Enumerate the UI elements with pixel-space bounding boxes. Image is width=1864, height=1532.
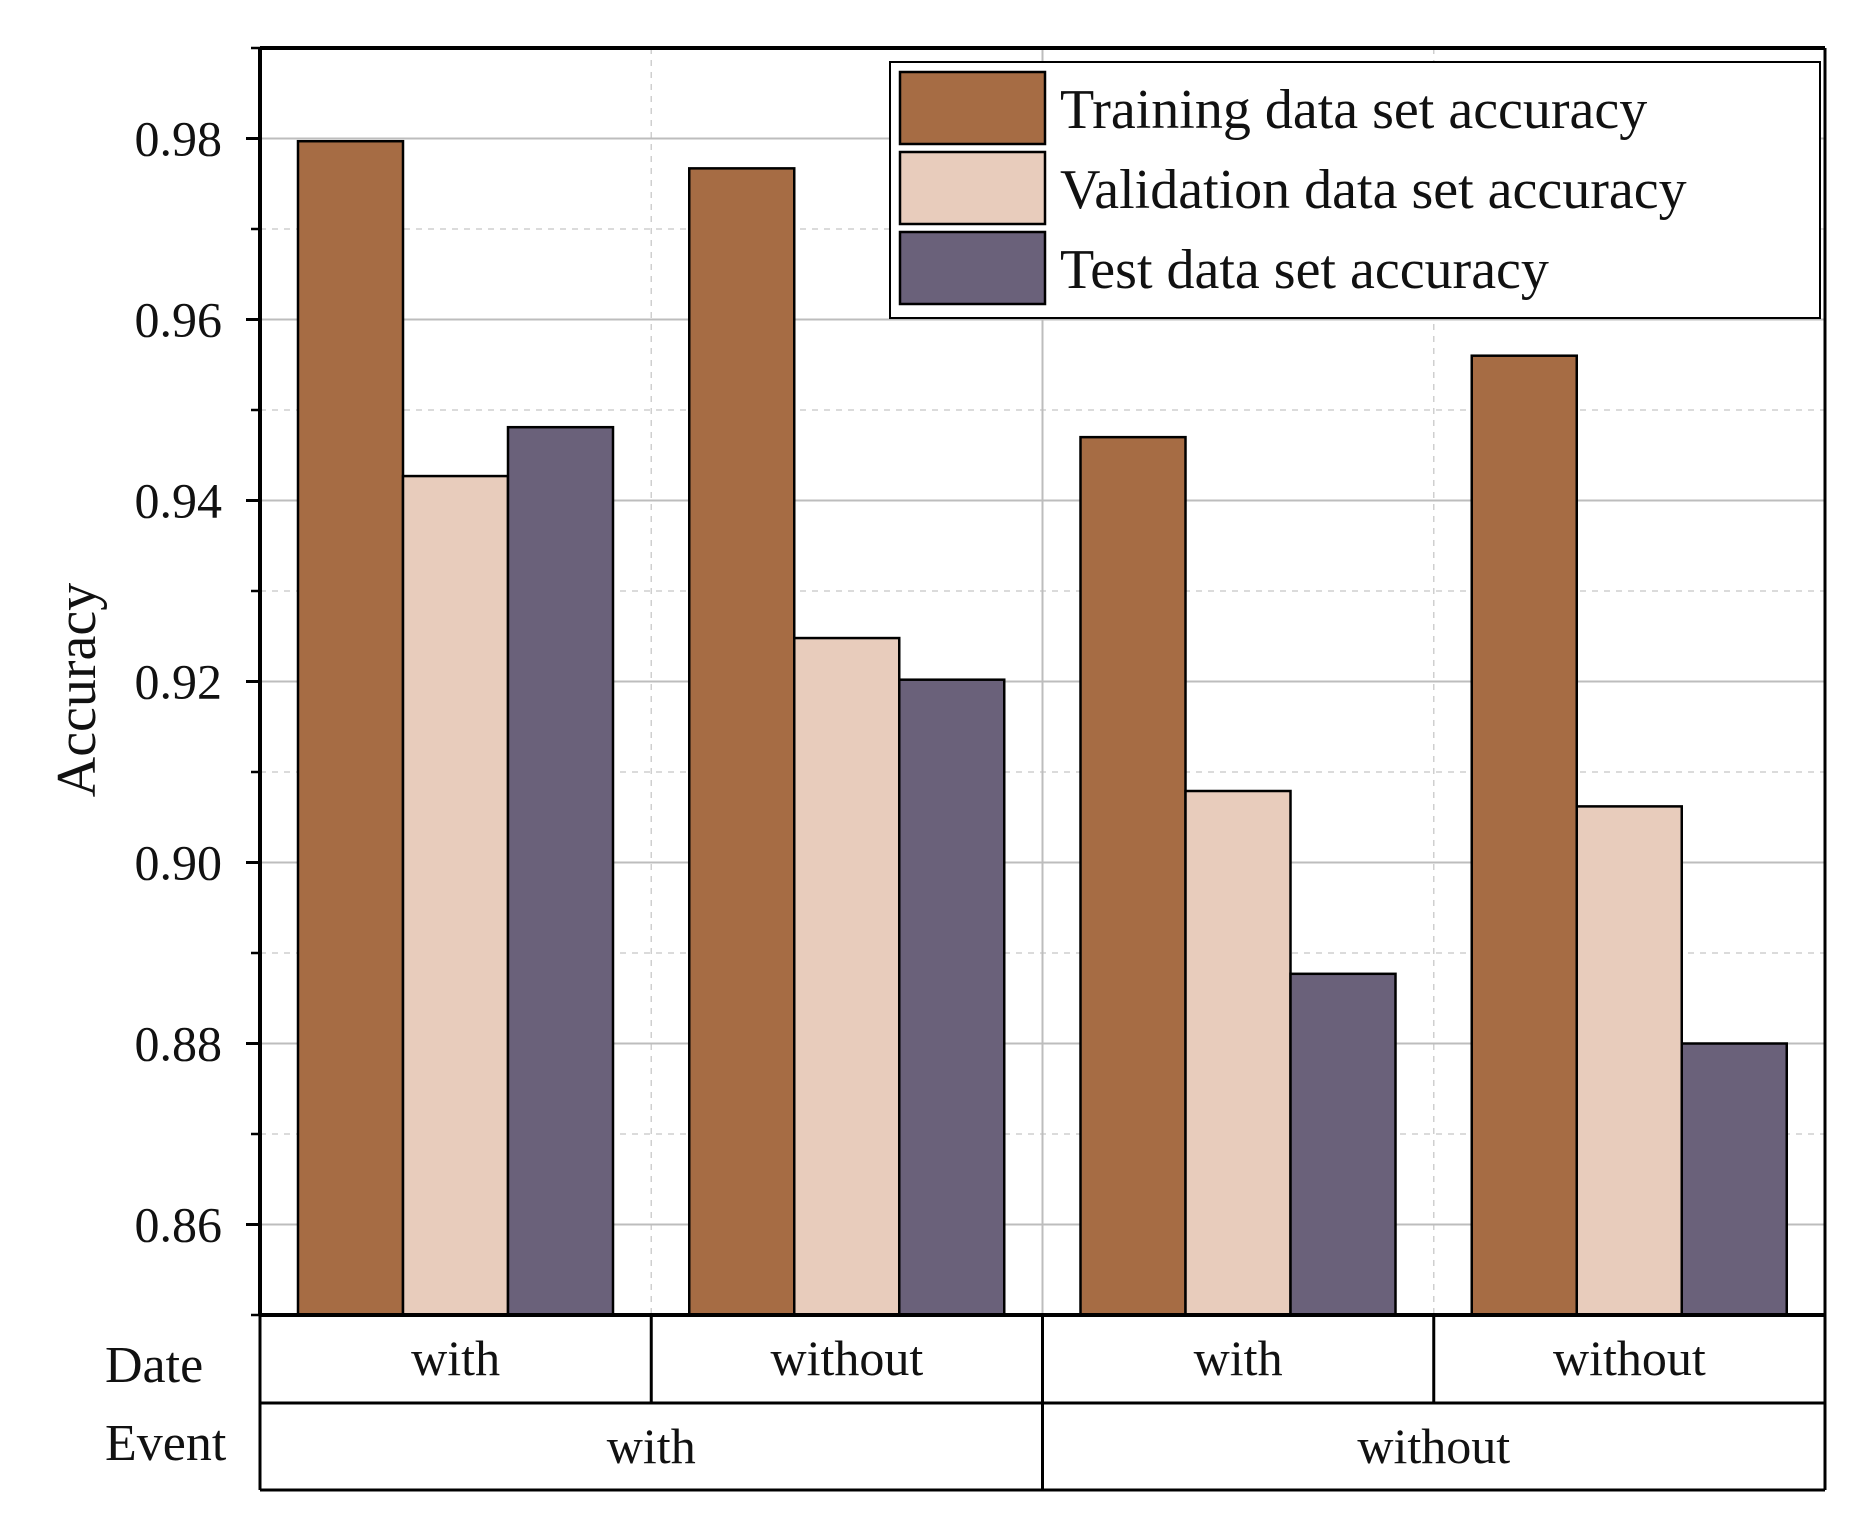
event-row-label: Event	[105, 1415, 227, 1472]
legend-swatch	[898, 230, 1047, 306]
bar-test-1	[506, 425, 615, 1317]
date-cell-label: without	[770, 1330, 923, 1386]
bar-validation-1	[401, 474, 510, 1317]
legend-label: Training data set accuracy	[1060, 79, 1647, 141]
y-tick-label: 0.98	[135, 111, 223, 167]
y-tick-label: 0.94	[135, 473, 223, 529]
y-tick-label: 0.96	[135, 292, 223, 348]
y-tick-label: 0.92	[135, 654, 223, 710]
date-cell-label: without	[1553, 1330, 1706, 1386]
bar-validation-2	[793, 636, 901, 1317]
event-cell-label: without	[1357, 1418, 1510, 1474]
legend-label: Test data set accuracy	[1060, 239, 1549, 301]
bar-validation-4	[1575, 805, 1683, 1317]
legend-swatch	[898, 70, 1047, 146]
y-tick-label: 0.86	[135, 1197, 223, 1253]
x-category-table: Date Event with without with without with witho…	[105, 1315, 1827, 1492]
date-row-label: Date	[105, 1337, 203, 1394]
bar-validation-3	[1184, 789, 1292, 1317]
bar-training-1	[296, 139, 405, 1317]
date-cell-label: with	[411, 1330, 500, 1386]
legend: Training data set accuracy Validation dat…	[889, 61, 1821, 319]
bars-group	[296, 139, 1788, 1317]
bar-test-2	[898, 678, 1006, 1317]
bar-test-4	[1680, 1042, 1788, 1317]
y-tick-labels: 0.86 0.88 0.90 0.92 0.94 0.96 0.98	[135, 111, 223, 1253]
legend-label: Validation data set accuracy	[1060, 159, 1687, 221]
y-axis-label: Accuracy	[46, 583, 108, 798]
bar-training-4	[1470, 354, 1578, 1317]
event-cell-label: with	[607, 1418, 696, 1474]
bar-test-3	[1289, 972, 1397, 1317]
y-tick-label: 0.88	[135, 1016, 223, 1072]
bar-training-2	[688, 167, 796, 1317]
legend-swatch	[898, 150, 1047, 226]
bar-training-3	[1079, 435, 1187, 1317]
y-tick-label: 0.90	[135, 835, 223, 891]
date-cell-label: with	[1194, 1330, 1283, 1386]
